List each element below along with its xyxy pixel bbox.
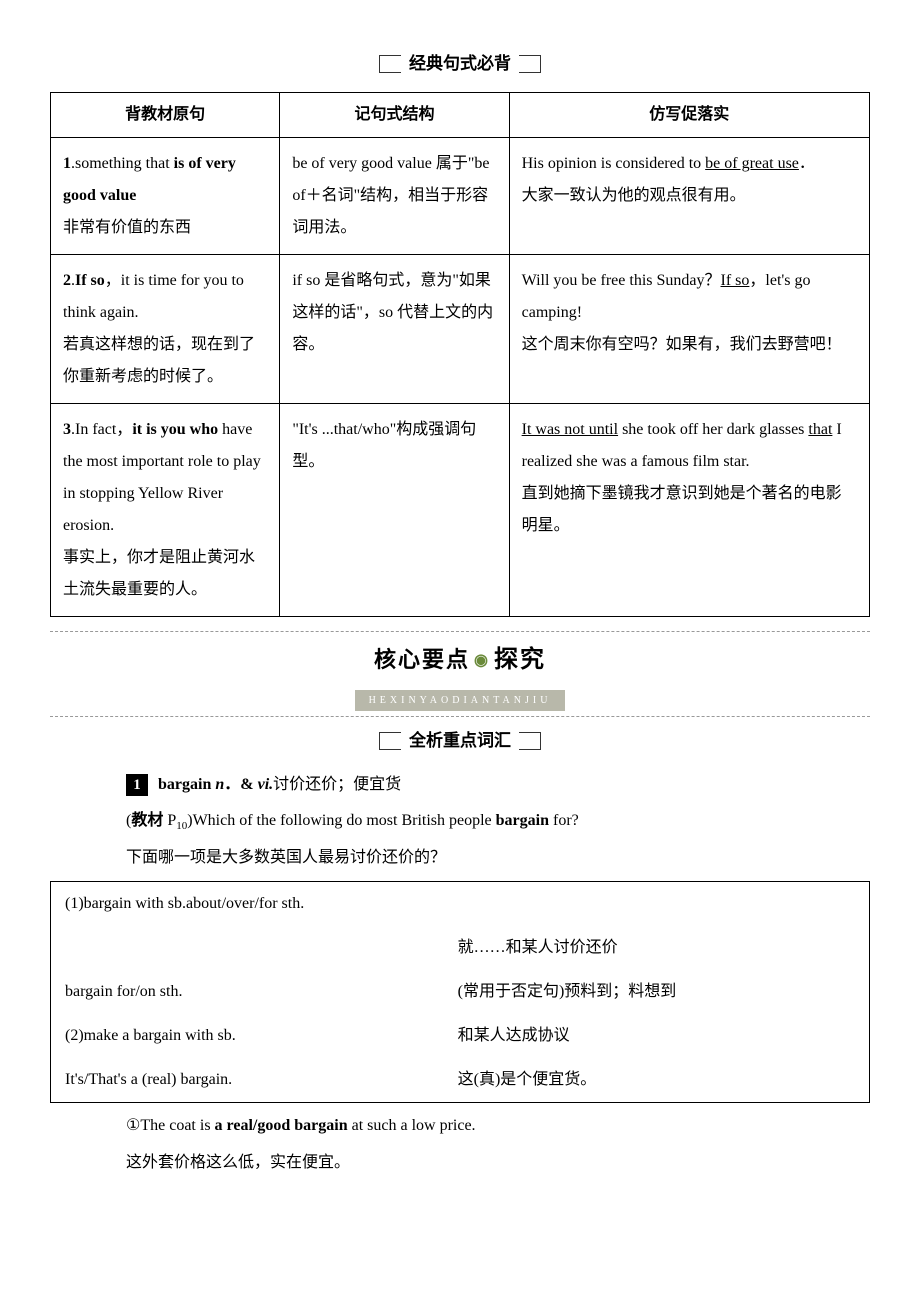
- cell-structure: "It's ...that/who"构成强调句型。: [280, 404, 509, 617]
- section-heading-patterns: 经典句式必背: [50, 48, 870, 80]
- banner-rule-top: [50, 631, 870, 632]
- banner-left: 核心要点: [374, 647, 470, 672]
- core-banner: 核心要点◉探究 HEXINYAODIANTANJIU: [50, 631, 870, 717]
- definitions-table: (1)bargain with sb.about/over/for sth.就……: [50, 881, 870, 1103]
- example-sentence: ①The coat is a real/good bargain at such…: [126, 1111, 870, 1141]
- def-left: (2)make a bargain with sb.: [51, 1014, 444, 1058]
- table-row: 1.something that is of very good value非常…: [51, 138, 870, 255]
- def-row: 就……和某人讨价还价: [51, 926, 870, 970]
- def-left: (1)bargain with sb.about/over/for sth.: [51, 882, 444, 927]
- cell-imitate: His opinion is considered to be of great…: [509, 138, 869, 255]
- bracket-right: [519, 732, 541, 750]
- def-right: [444, 882, 870, 927]
- cell-original: 3.In fact，it is you who have the most im…: [51, 404, 280, 617]
- table-row: 3.In fact，it is you who have the most im…: [51, 404, 870, 617]
- banner-rule-bottom: [50, 716, 870, 717]
- banner-title: 核心要点◉探究: [355, 638, 566, 684]
- entry-headword: 1 bargain n．& vi.讨价还价；便宜货: [126, 770, 870, 800]
- entry-source: (教材 P10)Which of the following do most B…: [126, 806, 870, 837]
- def-row: (1)bargain with sb.about/over/for sth.: [51, 882, 870, 927]
- banner-right: 探究: [494, 647, 546, 673]
- def-row: (2)make a bargain with sb.和某人达成协议: [51, 1014, 870, 1058]
- entry-number-box: 1: [126, 774, 148, 796]
- def-row: It's/That's a (real) bargain.这(真)是个便宜货。: [51, 1058, 870, 1103]
- cell-original: 2.If so，it is time for you to think agai…: [51, 255, 280, 404]
- cell-structure: if so 是省略句式，意为"如果这样的话"，so 代替上文的内容。: [280, 255, 509, 404]
- heading-text: 全析重点词汇: [409, 731, 511, 750]
- def-left: bargain for/on sth.: [51, 970, 444, 1014]
- banner-dot-icon: ◉: [474, 652, 490, 669]
- def-right: 和某人达成协议: [444, 1014, 870, 1058]
- entry-source-zh: 下面哪一项是大多数英国人最易讨价还价的？: [126, 843, 870, 873]
- cell-structure: be of very good value 属于"be of＋名词"结构，相当于…: [280, 138, 509, 255]
- cell-original: 1.something that is of very good value非常…: [51, 138, 280, 255]
- th-structure: 记句式结构: [280, 93, 509, 138]
- banner-pinyin: HEXINYAODIANTANJIU: [355, 690, 566, 711]
- def-left: It's/That's a (real) bargain.: [51, 1058, 444, 1103]
- def-right: 就……和某人讨价还价: [444, 926, 870, 970]
- patterns-table: 背教材原句 记句式结构 仿写促落实 1.something that is of…: [50, 92, 870, 617]
- def-right: (常用于否定句)预料到；料想到: [444, 970, 870, 1014]
- bracket-right: [519, 55, 541, 73]
- heading-text: 经典句式必背: [409, 54, 511, 73]
- bracket-left: [379, 55, 401, 73]
- example-block: ①The coat is a real/good bargain at such…: [50, 1111, 870, 1178]
- cell-imitate: It was not until she took off her dark g…: [509, 404, 869, 617]
- th-imitate: 仿写促落实: [509, 93, 869, 138]
- def-right: 这(真)是个便宜货。: [444, 1058, 870, 1103]
- entry-headword-text: bargain n．& vi.讨价还价；便宜货: [158, 776, 401, 793]
- table-row: 2.If so，it is time for you to think agai…: [51, 255, 870, 404]
- example-sentence-zh: 这外套价格这么低，实在便宜。: [126, 1148, 870, 1178]
- th-original: 背教材原句: [51, 93, 280, 138]
- vocab-entry: 1 bargain n．& vi.讨价还价；便宜货 (教材 P10)Which …: [50, 770, 870, 874]
- bracket-left: [379, 732, 401, 750]
- def-row: bargain for/on sth.(常用于否定句)预料到；料想到: [51, 970, 870, 1014]
- cell-imitate: Will you be free this Sunday？If so，let's…: [509, 255, 869, 404]
- section-heading-vocab: 全析重点词汇: [50, 725, 870, 757]
- def-left: [51, 926, 444, 970]
- table-header-row: 背教材原句 记句式结构 仿写促落实: [51, 93, 870, 138]
